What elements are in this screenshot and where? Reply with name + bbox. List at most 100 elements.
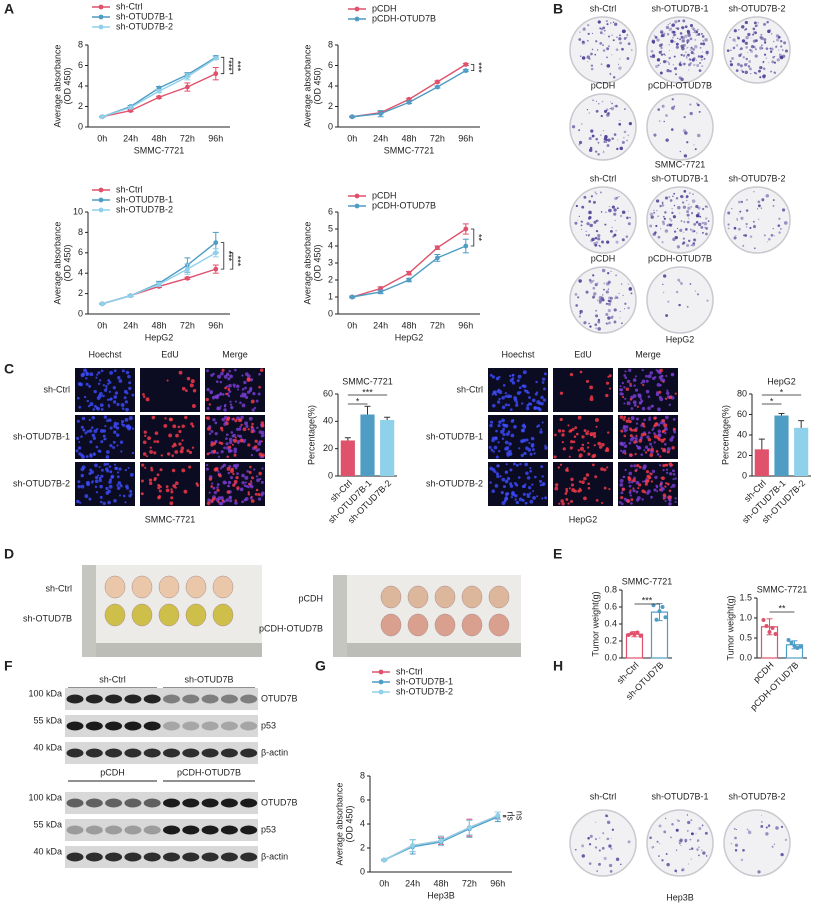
colony — [684, 131, 688, 135]
edu-nucleus — [629, 434, 633, 438]
edu-nucleus — [163, 423, 168, 428]
nucleus — [534, 392, 538, 396]
nucleus — [255, 475, 259, 478]
colony — [650, 215, 654, 219]
colony — [676, 245, 681, 249]
x-tick-label: 48h — [401, 320, 416, 330]
colony — [669, 57, 671, 59]
nucleus — [103, 415, 108, 419]
colony — [617, 139, 619, 141]
nucleus — [88, 429, 93, 433]
colony — [615, 104, 618, 108]
edu-nucleus — [168, 417, 173, 421]
nucleus — [641, 406, 646, 411]
edu-nucleus — [592, 434, 597, 438]
colony — [596, 49, 599, 51]
edu-nucleus — [649, 453, 654, 458]
colony — [659, 204, 662, 208]
edu-nucleus — [607, 375, 610, 378]
nucleus — [77, 480, 81, 484]
nucleus — [123, 389, 128, 394]
marker-label: 55 kDa — [33, 715, 62, 725]
edu-nucleus — [554, 433, 557, 437]
colony — [681, 26, 685, 30]
colony — [611, 34, 613, 36]
colony — [592, 286, 596, 290]
colony — [575, 304, 578, 307]
nucleus — [76, 499, 80, 504]
colony — [775, 45, 778, 48]
colony — [611, 226, 613, 229]
nucleus — [530, 436, 535, 441]
nucleus — [86, 430, 90, 433]
nucleus — [496, 474, 500, 479]
colony — [596, 870, 599, 873]
nucleus — [241, 388, 245, 391]
row-label: pCDH — [298, 593, 323, 603]
edu-nucleus — [170, 488, 173, 491]
colony — [698, 222, 702, 227]
edu-nucleus — [210, 485, 213, 488]
edu-nucleus — [236, 486, 240, 490]
colony — [769, 28, 771, 30]
nucleus — [124, 501, 127, 504]
nucleus — [246, 470, 249, 473]
nucleus — [97, 382, 101, 386]
tumor — [158, 575, 180, 599]
nucleus — [518, 497, 523, 502]
colony — [597, 327, 601, 331]
colony — [599, 837, 601, 839]
colony — [580, 224, 583, 227]
colony — [736, 218, 738, 220]
colony — [679, 38, 682, 41]
y-tick-label: 4 — [328, 240, 333, 250]
edu-nucleus — [569, 446, 573, 450]
blot-band — [85, 852, 103, 862]
colony — [696, 232, 698, 234]
edu-nucleus — [620, 429, 624, 433]
nucleus — [113, 395, 118, 399]
data-point — [99, 301, 105, 307]
edu-nucleus — [217, 500, 220, 503]
y-tick-label: 1.0 — [739, 612, 752, 622]
colony — [627, 840, 631, 844]
colony — [682, 128, 687, 133]
x-tick-label: 96h — [208, 133, 223, 143]
y-tick-label: 0.4 — [604, 618, 617, 628]
nucleus — [525, 406, 530, 411]
colony — [602, 151, 605, 154]
colony — [679, 228, 683, 232]
significance-label: * — [780, 387, 784, 397]
colony — [601, 268, 606, 273]
data-point — [495, 813, 501, 818]
nucleus — [500, 491, 504, 495]
colony — [677, 278, 681, 282]
colony — [738, 29, 740, 31]
edu-nucleus — [608, 488, 611, 491]
colony — [762, 67, 766, 70]
colony — [762, 60, 765, 63]
nucleus — [118, 494, 122, 497]
nucleus — [490, 448, 494, 452]
series-line — [102, 252, 217, 305]
nucleus — [658, 375, 663, 380]
edu-nucleus — [567, 502, 570, 505]
nucleus — [656, 383, 661, 387]
edu-nucleus — [570, 483, 575, 487]
nucleus — [642, 480, 645, 483]
edu-nucleus — [643, 425, 646, 428]
data-point — [406, 270, 412, 276]
colony — [754, 48, 757, 51]
nucleus — [227, 484, 230, 488]
colony — [665, 114, 668, 117]
nucleus — [648, 418, 651, 422]
colony — [597, 318, 601, 322]
nucleus — [217, 470, 220, 473]
colony — [586, 222, 590, 226]
colony — [654, 36, 658, 39]
tumor — [434, 585, 456, 609]
group-label: pCDH — [100, 767, 125, 777]
x-tick-label: 96h — [208, 320, 223, 330]
colony — [679, 280, 681, 283]
nucleus — [112, 446, 116, 449]
